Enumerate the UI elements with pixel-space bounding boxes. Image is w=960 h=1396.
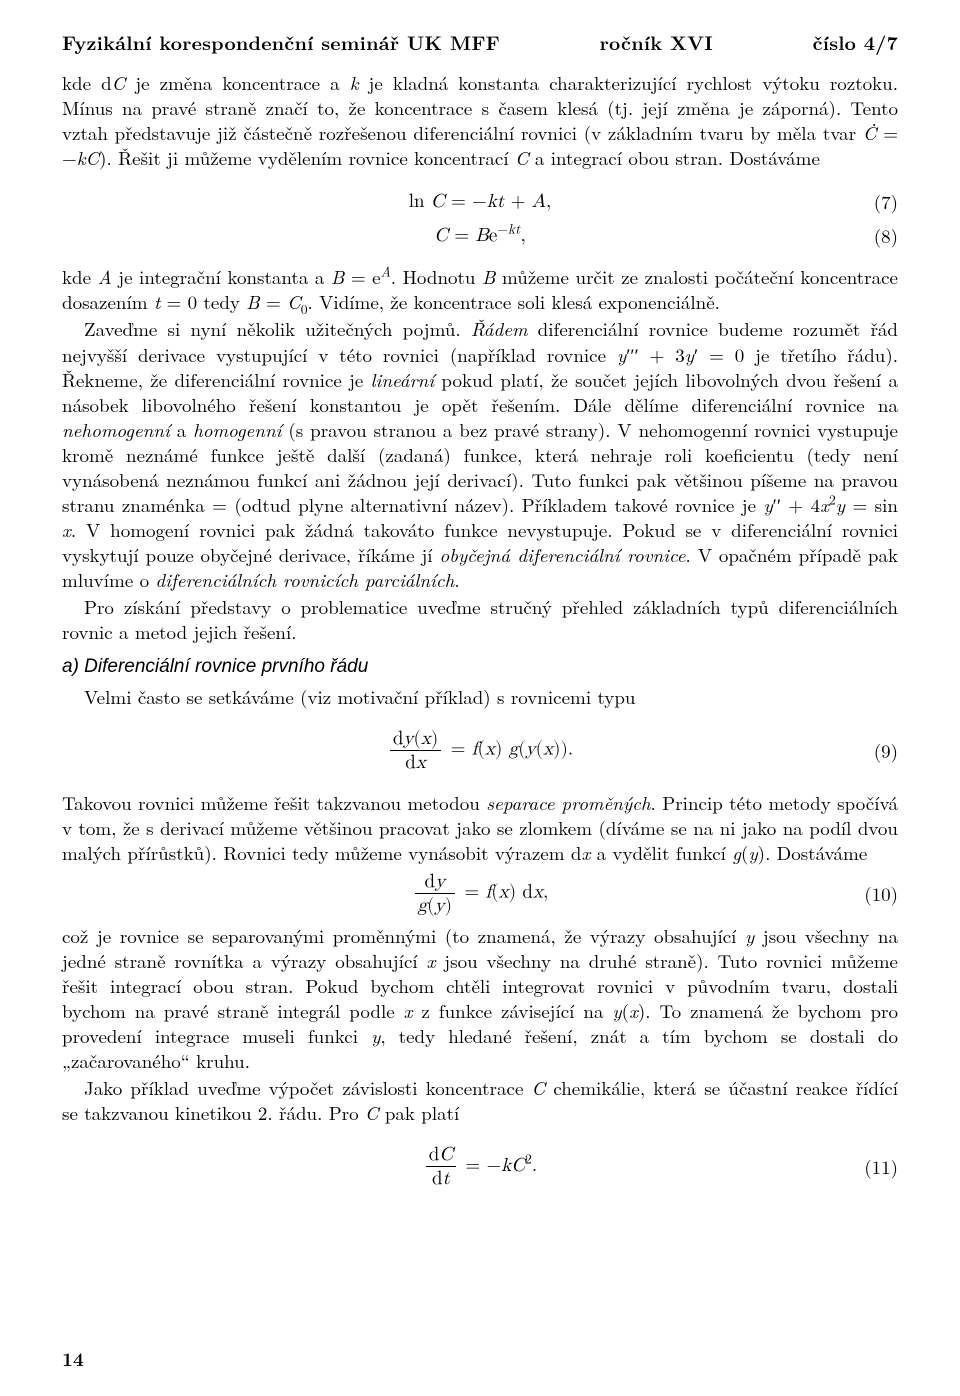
eq10-den: g(y) bbox=[415, 893, 455, 917]
eq11-den: dt bbox=[426, 1166, 456, 1190]
eq9-num: dy(x) bbox=[390, 727, 441, 750]
equation-9: dy(x) dx = f(x) g(y(x)). (9) bbox=[62, 726, 898, 776]
paragraph-6: Takovou rovnici můžeme řešit takzvanou m… bbox=[62, 790, 898, 865]
paragraph-4: Pro získání představy o problematice uve… bbox=[62, 594, 898, 644]
equation-7-number: (7) bbox=[874, 188, 898, 215]
paragraph-3: Zaveďme si nyní několik užitečných pojmů… bbox=[62, 316, 898, 592]
running-header: Fyzikální korespondenční seminář UK MFF … bbox=[62, 28, 898, 56]
equation-11-body: dC dt = −kC2. bbox=[423, 1143, 537, 1190]
header-right: číslo 4/7 bbox=[813, 28, 898, 56]
section-a-heading: a) Diferenciální rovnice prvního řádu bbox=[62, 656, 898, 678]
paragraph-1: kde dC je změna koncentrace a k je kladn… bbox=[62, 70, 898, 170]
header-left: Fyzikální korespondenční seminář UK MFF bbox=[62, 28, 500, 56]
paragraph-2: kde A je integrační konstanta a B = eA. … bbox=[62, 264, 898, 314]
equation-8-body: C = Be−kt, bbox=[434, 224, 526, 247]
page-number: 14 bbox=[62, 1344, 84, 1372]
eq10-num: dy bbox=[415, 870, 455, 893]
equation-11: dC dt = −kC2. (11) bbox=[62, 1141, 898, 1191]
paragraph-5: Velmi často se setkáváme (viz motivační … bbox=[62, 684, 898, 709]
equation-10: dy g(y) = f(x) dx, (10) bbox=[62, 869, 898, 919]
eq9-den: dx bbox=[390, 750, 441, 774]
page: Fyzikální korespondenční seminář UK MFF … bbox=[0, 0, 960, 1396]
equation-8: C = Be−kt, (8) bbox=[62, 220, 898, 250]
equation-7-body: ln C = −kt + A, bbox=[409, 190, 551, 213]
equation-9-number: (9) bbox=[874, 737, 898, 764]
eq11-num: dC bbox=[426, 1143, 456, 1166]
equation-9-body: dy(x) dx = f(x) g(y(x)). bbox=[387, 727, 573, 774]
equation-8-number: (8) bbox=[874, 222, 898, 249]
equation-7: ln C = −kt + A, (7) bbox=[62, 186, 898, 216]
equation-10-body: dy g(y) = f(x) dx, bbox=[412, 870, 549, 917]
eq11-rhs: = −kC2. bbox=[459, 1156, 537, 1175]
paragraph-8: Jako příklad uveďme výpočet závislosti k… bbox=[62, 1075, 898, 1125]
eq10-rhs: = f(x) dx, bbox=[458, 883, 548, 902]
header-mid: ročník XVI bbox=[600, 28, 713, 56]
eq9-rhs: = f(x) g(y(x)). bbox=[444, 740, 573, 759]
equation-11-number: (11) bbox=[864, 1153, 898, 1180]
equation-10-number: (10) bbox=[864, 880, 898, 907]
paragraph-7: což je rovnice se separovanými proměnným… bbox=[62, 923, 898, 1073]
